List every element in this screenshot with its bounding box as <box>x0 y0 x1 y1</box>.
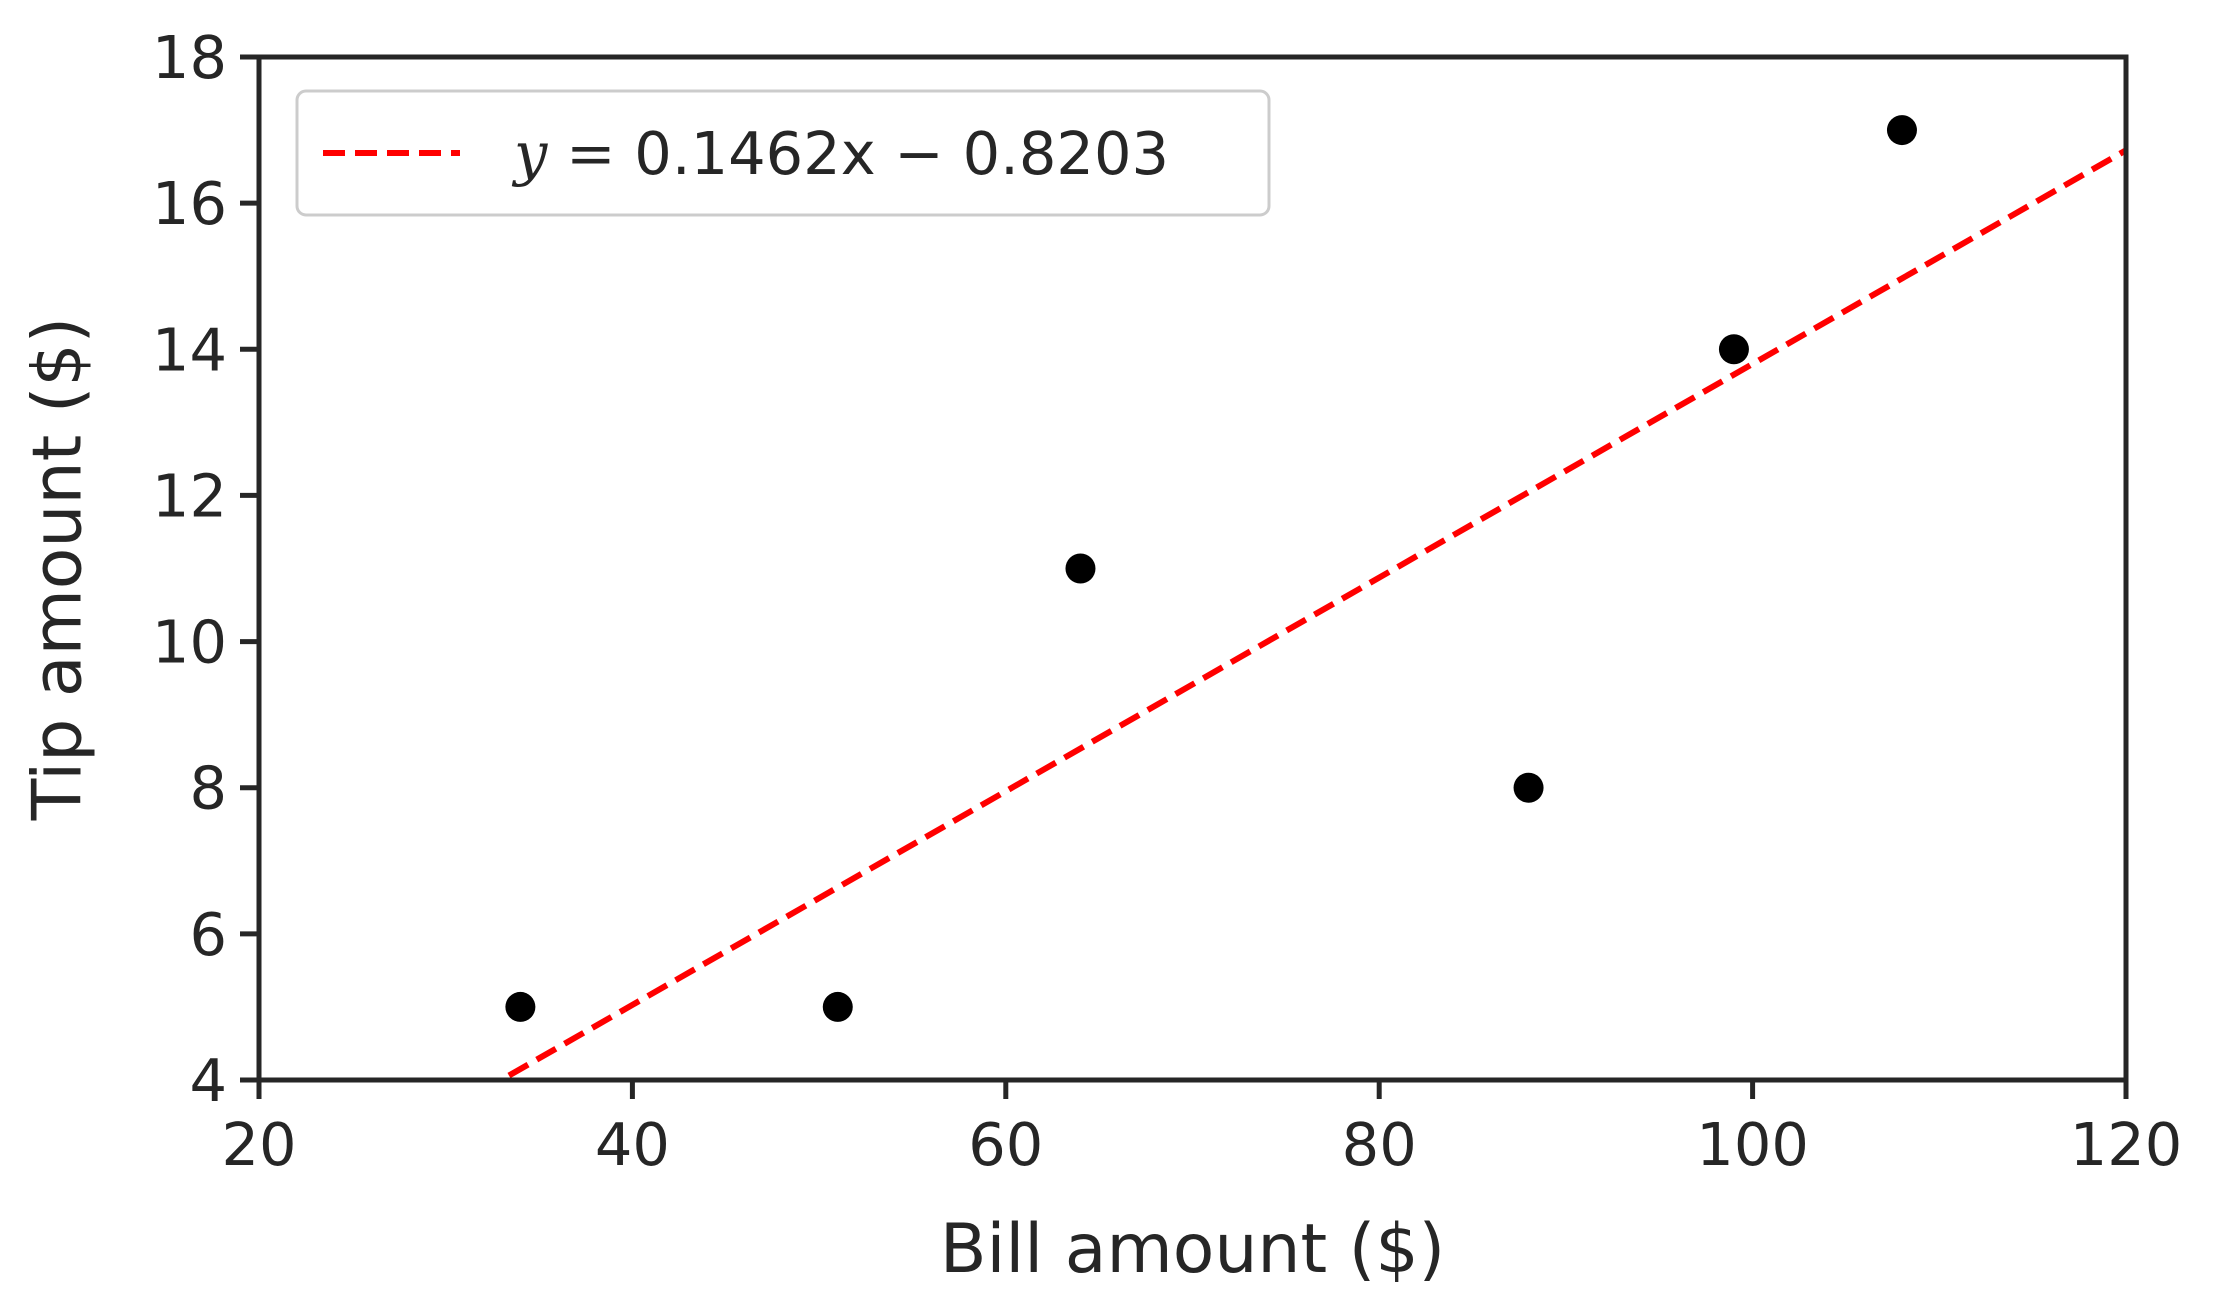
y-tick-label: 12 <box>152 461 227 530</box>
data-point <box>1513 772 1544 803</box>
data-point <box>822 991 853 1022</box>
fit-line-layer <box>495 147 2126 1080</box>
y-tick-label: 6 <box>189 900 227 969</box>
data-point <box>1718 334 1749 365</box>
legend-label-body: 0.1462x − 0.8203 <box>634 119 1169 188</box>
x-axis-title: Bill amount ($) <box>940 1210 1445 1289</box>
data-point <box>1886 115 1917 146</box>
x-tick-label: 60 <box>968 1110 1043 1179</box>
legend-label-prefix: y = <box>511 119 634 188</box>
x-tick-label: 120 <box>2070 1110 2183 1179</box>
y-axis-ticks: 4 6 8 10 12 14 16 18 <box>152 23 259 1115</box>
x-tick-label: 40 <box>595 1110 670 1179</box>
data-point <box>1065 553 1096 584</box>
x-axis-ticks: 20 40 60 80 100 120 <box>221 1080 2182 1179</box>
y-tick-label: 18 <box>152 23 227 92</box>
y-tick-label: 4 <box>189 1046 227 1115</box>
y-tick-label: 14 <box>152 315 227 384</box>
x-tick-label: 100 <box>1696 1110 1809 1179</box>
plot-frame <box>256 54 2129 1083</box>
x-tick-label: 20 <box>221 1110 296 1179</box>
x-tick-label: 80 <box>1342 1110 1417 1179</box>
data-point <box>505 991 536 1022</box>
legend: y = 0.1462x − 0.8203 <box>295 89 1271 217</box>
y-tick-label: 10 <box>152 608 227 677</box>
y-tick-label: 8 <box>189 754 227 823</box>
legend-box <box>295 89 1271 217</box>
y-axis-title: Tip amount ($) <box>19 317 98 821</box>
fit-line <box>495 147 2126 1080</box>
points-layer <box>505 115 1917 1022</box>
y-tick-label: 16 <box>152 169 227 238</box>
legend-label: y = 0.1462x − 0.8203 <box>511 119 1169 188</box>
